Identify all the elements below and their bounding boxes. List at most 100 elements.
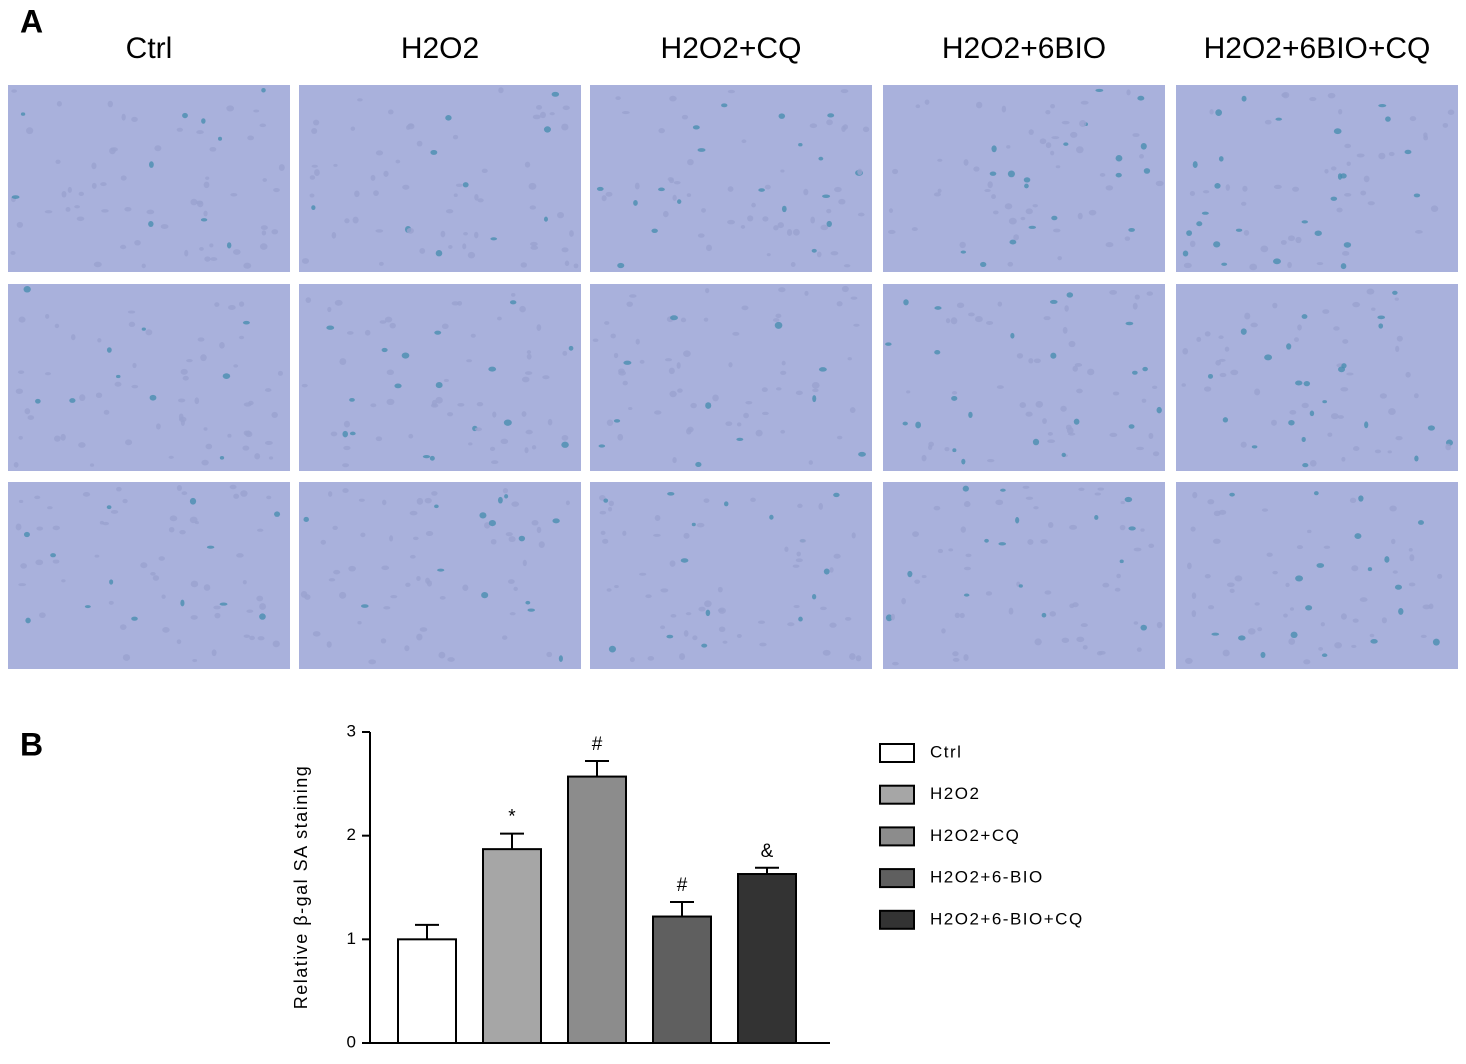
cell	[1027, 539, 1034, 545]
cell	[1340, 263, 1347, 270]
cell	[305, 297, 312, 304]
cell	[313, 119, 320, 126]
cell	[470, 333, 476, 338]
cell	[745, 400, 753, 405]
cell	[639, 572, 647, 576]
cell	[1321, 653, 1328, 657]
cell	[845, 616, 852, 621]
cell	[963, 654, 969, 661]
cell	[502, 635, 508, 640]
cell	[724, 501, 729, 507]
cell	[256, 595, 264, 602]
cell	[950, 317, 958, 325]
cell	[180, 368, 188, 375]
cell	[547, 418, 553, 426]
cell	[69, 398, 76, 403]
cell	[204, 256, 211, 262]
cell	[434, 504, 439, 509]
cell	[214, 302, 220, 307]
cell	[526, 350, 532, 355]
cell	[519, 305, 526, 313]
cell	[1391, 538, 1396, 545]
cell	[1222, 649, 1230, 657]
cell	[18, 316, 26, 323]
cell	[1408, 582, 1416, 587]
cell	[1413, 393, 1419, 399]
cell	[378, 261, 384, 266]
cell	[1340, 613, 1347, 620]
cell	[1247, 628, 1256, 635]
cell	[409, 554, 416, 559]
cell	[1073, 418, 1080, 425]
cell	[985, 591, 993, 596]
cell	[1432, 638, 1440, 646]
cell	[416, 140, 423, 147]
cell	[836, 435, 843, 440]
cell	[829, 567, 834, 573]
cell	[121, 113, 126, 121]
cell	[1063, 142, 1069, 146]
cell	[1371, 307, 1376, 311]
cell	[463, 232, 468, 236]
cell	[116, 374, 121, 379]
cell	[701, 208, 706, 213]
cell	[892, 661, 899, 666]
cell	[156, 423, 161, 430]
cell	[1285, 582, 1290, 588]
cell	[669, 560, 676, 567]
cell	[203, 427, 208, 431]
column-header: H2O2	[401, 32, 479, 65]
cell	[1051, 215, 1058, 221]
cell	[1395, 345, 1400, 353]
cell	[606, 419, 614, 426]
cell	[1414, 455, 1419, 462]
cell	[209, 146, 217, 152]
cell	[1133, 547, 1142, 552]
cell	[350, 126, 356, 131]
cell	[55, 159, 61, 165]
cell	[274, 511, 281, 517]
cell	[1295, 380, 1303, 386]
cell	[1316, 262, 1324, 266]
cell	[416, 497, 424, 505]
cell	[1378, 152, 1386, 160]
cell	[1192, 491, 1198, 499]
cell	[1196, 336, 1202, 342]
cell	[379, 320, 387, 324]
cell	[145, 329, 153, 336]
cell	[1334, 642, 1342, 649]
cell	[536, 526, 542, 534]
cell	[698, 606, 706, 612]
cell	[1068, 340, 1076, 348]
cell	[1062, 326, 1068, 334]
cell	[1251, 445, 1258, 449]
cell	[1019, 402, 1027, 408]
cell	[960, 250, 967, 254]
cell	[1370, 639, 1378, 644]
cell	[326, 325, 335, 330]
cell	[1442, 122, 1449, 128]
cell	[102, 521, 109, 526]
cell	[1191, 610, 1197, 618]
cell	[849, 407, 856, 413]
cell	[654, 515, 661, 521]
cell	[962, 485, 969, 492]
micrograph	[299, 482, 581, 669]
cell	[1152, 451, 1160, 457]
cell	[1105, 242, 1114, 248]
cell	[84, 605, 91, 609]
cell	[1388, 408, 1396, 416]
cell	[758, 188, 765, 192]
cell	[1074, 363, 1083, 367]
cell	[780, 169, 785, 173]
cell	[1309, 410, 1315, 417]
cell	[1066, 292, 1074, 298]
cell	[660, 588, 669, 593]
cell	[205, 443, 213, 450]
cell	[1189, 240, 1196, 248]
cell	[419, 248, 426, 254]
micrograph	[8, 85, 290, 272]
cell	[743, 412, 749, 419]
cell	[690, 402, 697, 409]
cell	[777, 222, 784, 229]
